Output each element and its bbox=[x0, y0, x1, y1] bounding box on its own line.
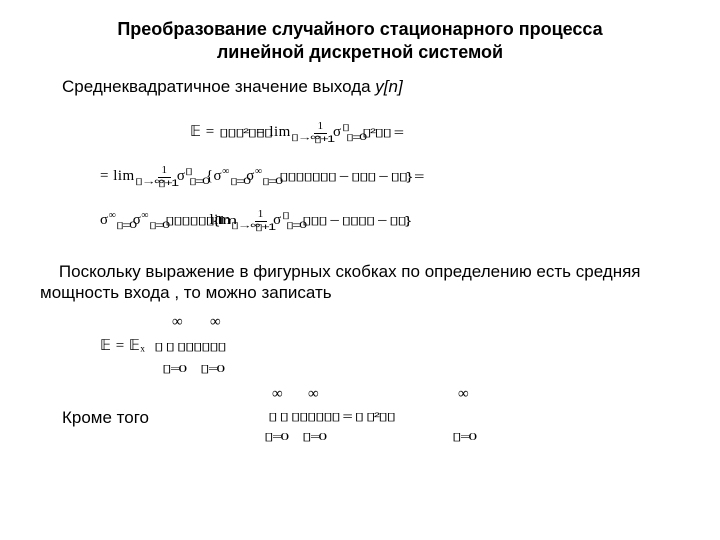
eq1-row2: = lim▯→∞ 1▯+1 σ▯▯=0 {σ∞▯=0 σ∞▯=0 ▯▯▯▯▯▯▯… bbox=[100, 165, 369, 188]
title-line-1: Преобразование случайного стационарного … bbox=[117, 19, 602, 39]
eq3-main: ▯ ▯ ▯▯▯▯▯▯ = ▯ ▯²▯▯ bbox=[268, 408, 347, 425]
eq2-sub1: ▯=0 bbox=[162, 362, 186, 375]
eq1-r1-g1: ▯▯▯²▯▯▯ bbox=[219, 126, 272, 139]
title-line-2: линейной дискретной системой bbox=[217, 42, 503, 62]
label-krome-togo: Кроме того bbox=[62, 408, 149, 428]
subtitle-var: y[n] bbox=[375, 77, 402, 96]
eq3-inf3: ∞ bbox=[458, 386, 469, 403]
paragraph-1: Поскольку выражение в фигурных скобках п… bbox=[40, 261, 680, 304]
eq1-r3-tail: ▯▯▯ − ▯▯▯▯ − ▯▯} bbox=[302, 214, 410, 227]
eq2-inf1: ∞ bbox=[172, 314, 183, 331]
equation-block-1: 𝔼 = ▯▯▯²▯▯▯ = lim▯→∞ 1▯+1 σ▯▯=0 ▯²▯▯ = =… bbox=[100, 117, 680, 257]
eq2-sub2: ▯=0 bbox=[200, 362, 224, 375]
eq1-r2-lim: = lim bbox=[100, 168, 135, 184]
eq3-sub2: ▯=0 bbox=[302, 430, 326, 443]
eq3-body: ▯ ▯ ▯▯▯▯▯▯ = ▯ ▯²▯▯ bbox=[268, 410, 394, 423]
eq1-r2-tail: ▯▯▯▯▯▯▯ − ▯▯▯ − ▯▯} = bbox=[279, 170, 423, 183]
eq2-body: ▯ ▯ ▯▯▯▯▯▯ bbox=[154, 340, 225, 353]
page-title: Преобразование случайного стационарного … bbox=[40, 18, 680, 63]
eq3-sub3: ▯=0 bbox=[452, 430, 476, 443]
eq2-left: 𝔼 = 𝔼ₓ bbox=[100, 338, 145, 354]
eq3-inf1: ∞ bbox=[272, 386, 283, 403]
equation-block-2: ∞ ∞ 𝔼 = 𝔼ₓ ▯ ▯ ▯▯▯▯▯▯ ▯=0 ▯=0 bbox=[100, 314, 680, 386]
eq3-sub1: ▯=0 bbox=[264, 430, 288, 443]
bottom-row: Кроме того ∞ ∞ ∞ ▯ ▯ ▯▯▯▯▯▯ = ▯ ▯²▯▯ ▯=0… bbox=[40, 386, 680, 446]
eq1-r1-a: 𝔼 = bbox=[190, 124, 219, 140]
eq1-r1-end: ▯²▯▯ = bbox=[362, 126, 403, 139]
eq3-inf2: ∞ bbox=[308, 386, 319, 403]
eq1-row3: σ∞▯=0 σ∞▯=0 ▯▯▯▯▯▯{limlim▯→∞ 1▯+1 σ▯▯=0 … bbox=[100, 209, 369, 232]
eq2-inf2: ∞ bbox=[210, 314, 221, 331]
eq1-row1: 𝔼 = ▯▯▯²▯▯▯ = lim▯→∞ 1▯+1 σ▯▯=0 ▯²▯▯ = bbox=[190, 121, 387, 144]
eq2-main: 𝔼 = 𝔼ₓ ▯ ▯ ▯▯▯▯▯▯ bbox=[100, 336, 198, 355]
eq1-r1-sig: σ bbox=[333, 124, 342, 140]
subtitle: Cреднеквадратичное значение выхода y[n] bbox=[62, 77, 680, 97]
subtitle-text: Cреднеквадратичное значение выхода bbox=[62, 77, 375, 96]
